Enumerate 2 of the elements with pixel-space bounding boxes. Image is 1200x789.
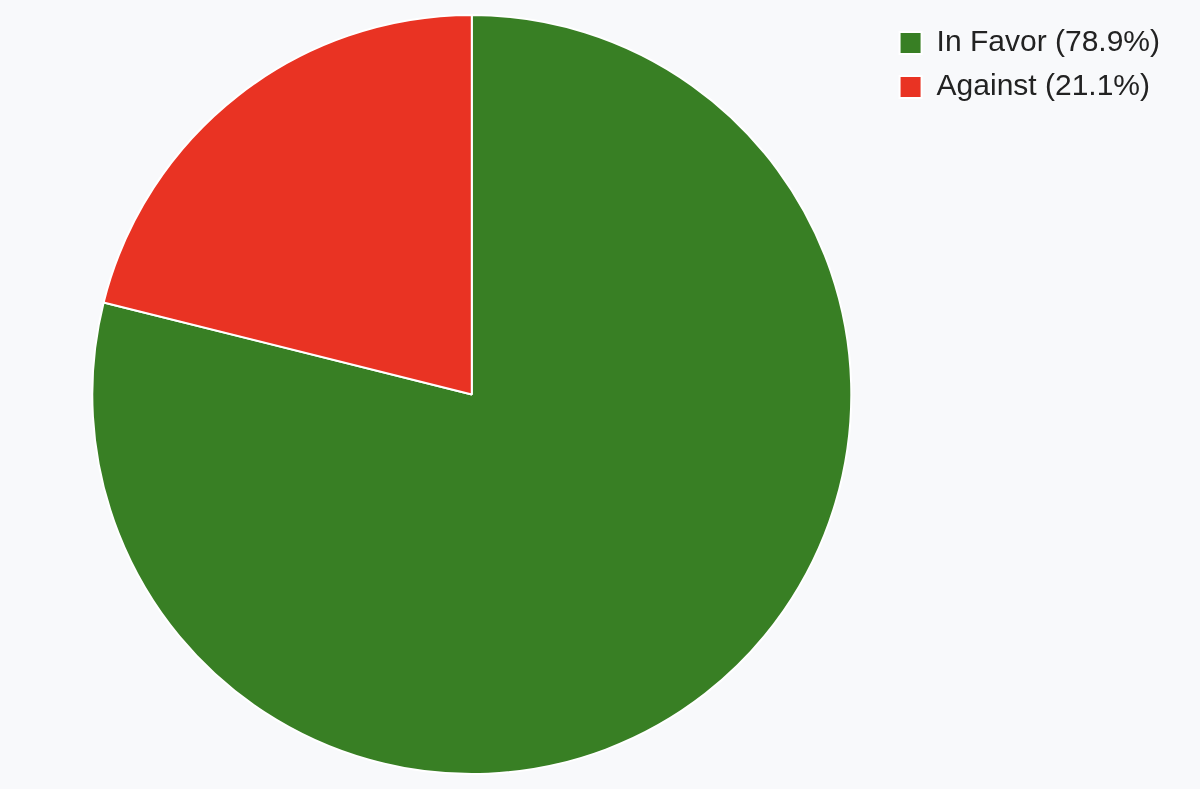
legend-label: Against (21.1%) <box>936 68 1151 102</box>
legend-label: In Favor (78.9%) <box>936 24 1160 58</box>
